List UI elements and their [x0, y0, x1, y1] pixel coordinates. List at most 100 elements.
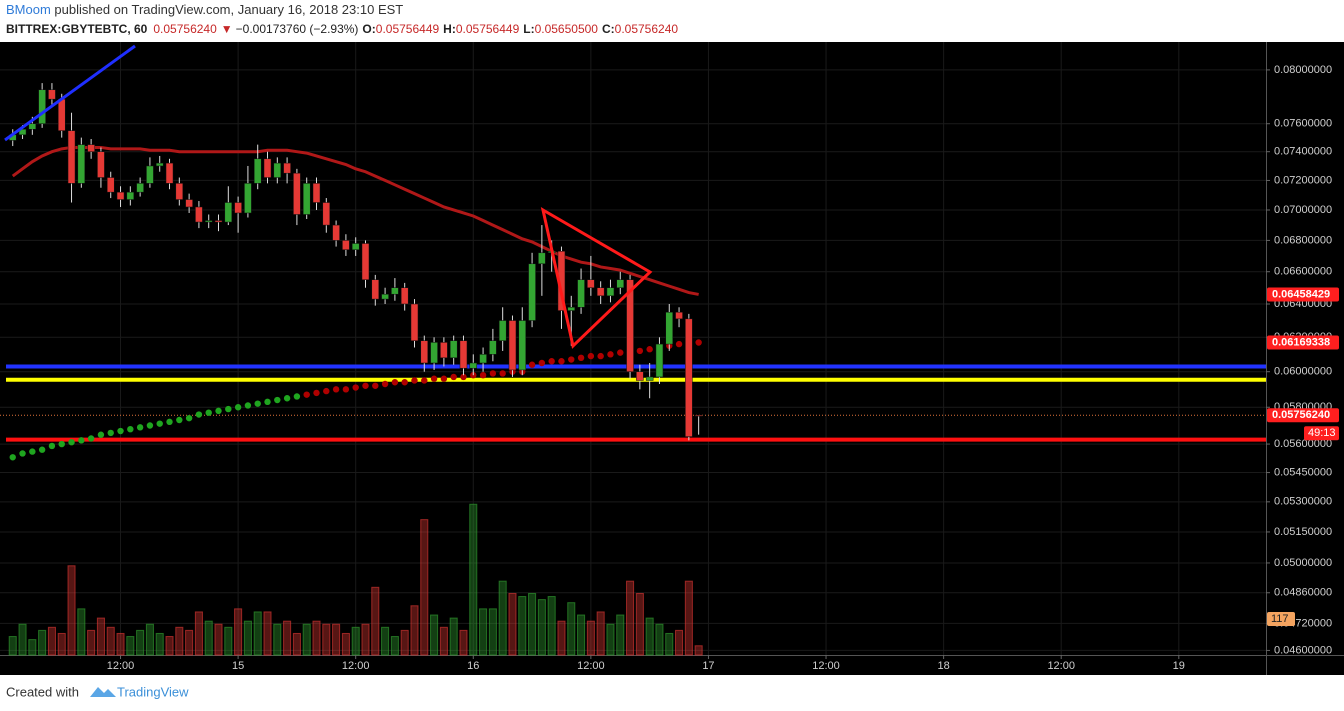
- sar-dot: [146, 422, 154, 429]
- last: 0.05756240: [153, 22, 217, 36]
- l: 0.05650500: [535, 22, 599, 36]
- x-tick-label: 19: [1173, 660, 1185, 672]
- arrow: ▼: [221, 22, 233, 36]
- volume-bar: [341, 632, 350, 656]
- author[interactable]: BMoom: [6, 2, 51, 17]
- y-tick-label: 0.07000000: [1274, 204, 1332, 216]
- sar-dot: [78, 437, 85, 444]
- candle-body: [685, 318, 693, 437]
- trend-line: [4, 44, 136, 142]
- volume-bar: [302, 623, 311, 656]
- sar-dot: [372, 382, 379, 389]
- candle-body: [302, 183, 311, 215]
- candle-body: [234, 202, 242, 214]
- volume-bar: [87, 629, 96, 656]
- volume-bar: [332, 623, 341, 656]
- candle-body: [420, 340, 429, 364]
- sar-dot: [323, 387, 330, 395]
- volume-bar: [77, 608, 86, 656]
- c: 0.05756240: [615, 22, 679, 36]
- y-tick-label: 0.05450000: [1274, 466, 1332, 478]
- x-tick-label: 17: [702, 660, 714, 672]
- candle-body: [587, 279, 595, 288]
- sar-dot: [68, 438, 75, 446]
- volume-bar: [126, 636, 135, 656]
- x-tick-label: 12:00: [1047, 660, 1075, 672]
- volume-bar: [616, 614, 625, 656]
- sar-dot: [205, 409, 212, 416]
- volume-bar: [145, 623, 154, 656]
- sar-dot: [577, 354, 585, 361]
- x-tick-label: 12:00: [812, 660, 840, 672]
- candle-body: [146, 165, 154, 184]
- sar-dot: [489, 370, 497, 377]
- volume-bar: [18, 623, 27, 656]
- volume-bar: [351, 626, 360, 656]
- volume-bar: [469, 503, 478, 656]
- sar-dot: [166, 418, 173, 426]
- candle-body: [195, 206, 203, 223]
- candle-body: [538, 252, 546, 265]
- volume-bar: [8, 636, 17, 656]
- sar-dot: [136, 424, 144, 431]
- sar-dot: [283, 395, 291, 402]
- sar-dot: [274, 396, 281, 404]
- sar-dot: [48, 442, 56, 450]
- volume-bar: [185, 629, 194, 656]
- volume-bar: [47, 626, 56, 656]
- sar-dot: [421, 377, 428, 384]
- sar-dot: [352, 384, 359, 391]
- sar-dot: [244, 402, 252, 409]
- candle-body: [430, 342, 438, 364]
- candle-body: [342, 240, 350, 250]
- y-tick-label: 0.06800000: [1274, 234, 1332, 246]
- volume-bar: [577, 614, 586, 656]
- volume-bar: [96, 617, 105, 656]
- sar-dot: [19, 450, 26, 457]
- candle-body: [253, 158, 262, 184]
- volume-bar: [371, 586, 380, 656]
- sar-dot: [499, 370, 506, 377]
- candle-body: [38, 89, 46, 124]
- price-badge: [1267, 335, 1339, 350]
- candle-body: [97, 151, 105, 178]
- candle-body: [244, 183, 252, 214]
- sar-dot: [87, 435, 95, 442]
- volume-bar: [675, 629, 684, 656]
- candle-body: [136, 183, 144, 193]
- candle-body: [508, 320, 517, 371]
- volume-ma-badge: [1267, 612, 1295, 627]
- y-tick-label: 0.05300000: [1274, 496, 1332, 508]
- candle-body: [410, 303, 419, 341]
- candle-body: [577, 279, 585, 308]
- candle-body: [224, 202, 233, 223]
- candle-body: [518, 320, 527, 371]
- sar-dot: [215, 407, 222, 415]
- volume-bar: [430, 614, 439, 656]
- volume-bar: [106, 626, 115, 656]
- candle-body: [498, 320, 507, 341]
- candle-body: [636, 371, 644, 381]
- sar-dot: [440, 375, 448, 382]
- candle-body: [293, 172, 301, 215]
- candle-body: [165, 162, 174, 184]
- volume-bar: [586, 620, 595, 656]
- candle-body: [185, 199, 193, 208]
- candle-body: [400, 287, 409, 305]
- footer-brand[interactable]: TradingView: [117, 684, 189, 699]
- volume-bar: [439, 626, 448, 656]
- candle-body: [440, 342, 448, 359]
- volume-bar: [420, 519, 429, 656]
- sar-dot: [528, 361, 536, 368]
- volume-bar: [312, 620, 321, 656]
- sar-dot: [617, 349, 624, 356]
- volume-bar: [361, 623, 370, 656]
- volume-bar: [175, 626, 184, 656]
- tradingview-logo[interactable]: [90, 687, 116, 697]
- volume-bar: [410, 605, 419, 656]
- candle-body: [204, 220, 213, 223]
- volume-ma-label: 117: [1271, 613, 1289, 625]
- volume-bar: [263, 611, 272, 656]
- candle-body: [18, 128, 27, 136]
- x-tick-label: 15: [232, 660, 244, 672]
